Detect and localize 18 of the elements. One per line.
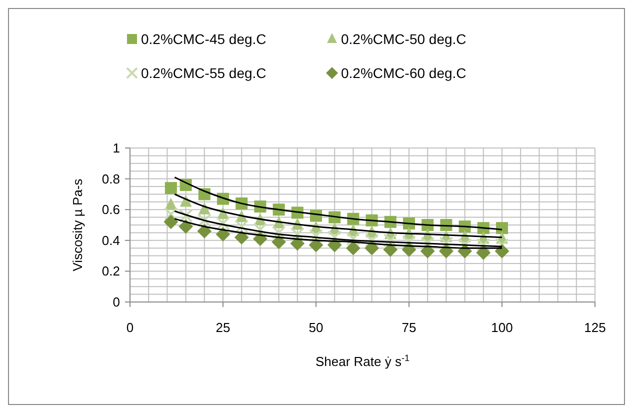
x-tick-label: 100 [491,320,513,335]
y-tick-label: 1 [112,140,120,156]
x-tick-label: 75 [402,320,416,335]
y-tick-label: 0.4 [102,232,120,248]
y-tick-label: 0.8 [102,171,120,186]
y-tick-label: 0.2 [102,264,120,279]
x-axis-title: Shear Rate ẏ s$^{-1}$ [315,353,410,369]
y-tick-label: 0.6 [102,202,120,218]
x-tick-label: 125 [584,320,606,335]
y-tick-label: 0 [112,294,120,310]
x-tick-label: 25 [216,320,230,335]
y-axis-title: Viscosity µ Pa-s [70,178,85,272]
x-tick-label: 50 [308,320,324,335]
legend-label: 0.2%CMC-55 deg.C [141,65,266,81]
legend-label: 0.2%CMC-45 deg.C [141,31,266,47]
legend-label: 0.2%CMC-50 deg.C [341,31,466,47]
x-tick-label: 0 [126,320,134,335]
legend-label: 0.2%CMC-60 deg.C [341,65,466,81]
